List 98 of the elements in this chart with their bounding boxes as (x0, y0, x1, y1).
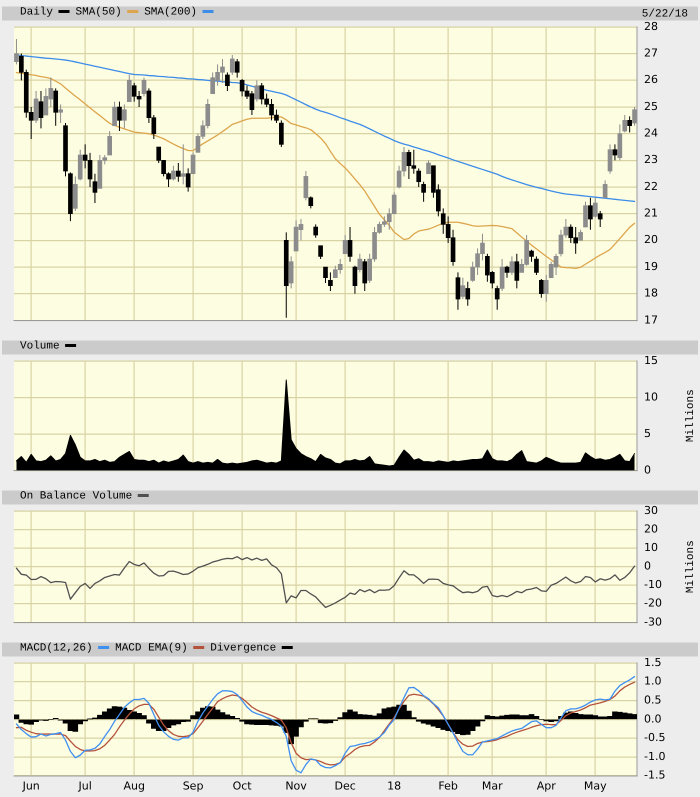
y-tick-label: 10 (644, 540, 658, 554)
legend-label: Volume (20, 340, 60, 352)
candlestick (460, 277, 466, 300)
y-tick-label: 0.0 (644, 712, 662, 726)
candlestick (117, 101, 122, 132)
y-tick-label: 27 (644, 46, 658, 60)
y-tick-label: 17 (644, 313, 658, 326)
y-tick-label: 24 (644, 126, 658, 140)
x-tick-label: Nov (285, 779, 308, 792)
candlestick (38, 90, 44, 129)
candlestick (588, 197, 593, 230)
candlestick (456, 272, 460, 310)
legend-label: MACD EMA(9) (115, 642, 188, 654)
x-tick-label: Sep (182, 779, 204, 792)
candlestick (618, 124, 622, 161)
candlestick (598, 210, 603, 228)
candlestick (612, 144, 618, 161)
candlestick (510, 256, 514, 276)
candlestick (342, 234, 348, 254)
y-tick-label: 0.5 (644, 693, 662, 706)
legend-label: On Balance Volume (20, 490, 132, 502)
candlestick (358, 253, 362, 273)
y-tick-label: -30 (644, 615, 662, 628)
bar (14, 714, 20, 720)
y-axis-title: Millions (684, 389, 697, 442)
candlestick (583, 201, 588, 228)
y-tick-label: 1.0 (644, 674, 662, 688)
y-tick-label: 21 (644, 206, 658, 220)
candlestick (514, 253, 520, 289)
y-tick-label: -0.5 (644, 731, 666, 744)
legend-label: SMA(200) (144, 6, 198, 18)
legend-label: Daily (20, 6, 54, 18)
x-tick-label: Apr (536, 779, 556, 792)
text: 5/22/18 (642, 8, 688, 20)
candlestick (328, 272, 333, 292)
candlestick (14, 38, 19, 65)
x-tick-label: Mar (482, 779, 504, 792)
candlestick (494, 285, 500, 310)
candlestick (284, 232, 289, 318)
candlestick (176, 162, 181, 182)
candlestick (500, 258, 504, 292)
y-tick-label: 26 (644, 73, 658, 86)
x-tick-label: Aug (123, 779, 145, 792)
y-tick-label: -1.0 (644, 750, 666, 763)
y-tick-label: 20 (644, 233, 658, 246)
candlestick (107, 130, 112, 156)
candlestick (34, 90, 38, 124)
y-tick-label: -20 (644, 596, 662, 610)
candlestick (126, 74, 132, 102)
candlestick (122, 104, 127, 129)
x-tick-label: Jul (77, 779, 92, 792)
candlestick (352, 265, 358, 294)
x-tick-label: Jun (22, 779, 40, 792)
y-axis-title: Millions (684, 540, 697, 594)
candlestick (186, 168, 190, 192)
candlestick (72, 176, 78, 212)
x-tick-label: Oct (232, 779, 252, 792)
candlestick (234, 58, 240, 78)
y-tick-label: 18 (644, 286, 658, 300)
candlestick (112, 101, 117, 126)
candlestick (348, 226, 352, 262)
legend-label: Divergence (210, 642, 276, 654)
candlestick (92, 173, 98, 204)
candlestick (304, 170, 308, 201)
candlestick (421, 181, 426, 202)
y-tick-label: 0 (644, 463, 651, 476)
candlestick (288, 256, 294, 289)
y-tick-label: 28 (644, 20, 658, 33)
y-tick-label: 19 (644, 260, 658, 273)
candlestick (362, 258, 368, 292)
x-tick-label: Dec (334, 779, 356, 792)
candlestick (68, 172, 73, 222)
candlestick (142, 77, 146, 97)
x-tick-label: 18 (387, 779, 402, 792)
candlestick (465, 281, 470, 306)
y-tick-label: 30 (644, 504, 658, 517)
candlestick (53, 88, 58, 126)
candlestick (627, 116, 632, 133)
y-tick-label: 25 (644, 100, 658, 113)
y-tick-label: -10 (644, 578, 662, 592)
y-tick-label: 20 (644, 522, 658, 536)
candlestick (323, 266, 328, 284)
y-tick-label: 1.5 (644, 656, 662, 669)
x-tick-label: Feb (438, 779, 458, 792)
x-tick-label: May (584, 779, 608, 792)
candlestick (63, 122, 68, 177)
y-tick-label: 0 (644, 560, 651, 573)
legend-label: SMA(50) (75, 6, 122, 18)
y-tick-label: 22 (644, 180, 658, 193)
y-tick-label: 23 (644, 153, 658, 166)
candlestick (578, 229, 583, 241)
y-tick-label: 5 (644, 426, 651, 440)
y-tick-label: 10 (644, 390, 658, 404)
legend-label: MACD(12,26) (20, 642, 93, 654)
candlestick (318, 245, 323, 260)
y-tick-label: -1.5 (644, 768, 666, 782)
candlestick (544, 274, 549, 302)
y-tick-label: 15 (644, 354, 658, 367)
